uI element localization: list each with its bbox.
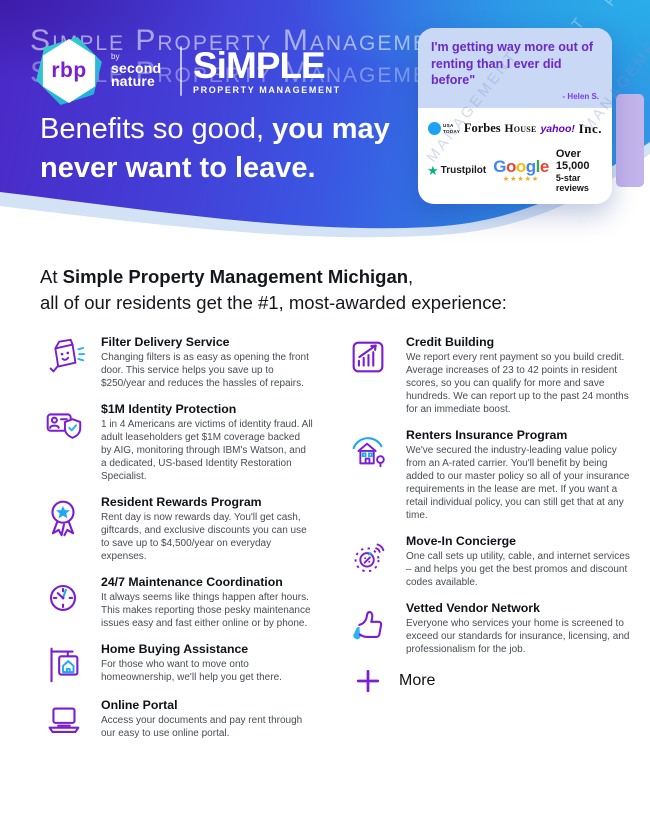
benefit-title: Move-In Concierge — [406, 533, 517, 548]
benefits-column-right: Credit Building We report every rent pay… — [345, 335, 630, 754]
watermark-text: Simple Property Management — [30, 24, 461, 57]
benefit-desc: For those who want to move onto homeowne… — [101, 658, 282, 683]
more-benefits: More — [353, 668, 622, 694]
benefit-desc: Everyone who services your home is scree… — [406, 617, 630, 655]
benefit-desc: We report every rent payment so you buil… — [406, 351, 629, 415]
logo-divider — [180, 46, 182, 96]
benefit-vendor-network: Vetted Vendor Network Everyone who servi… — [345, 601, 629, 656]
headline-bold: you may never want to leave. — [40, 113, 390, 184]
testimonial-card: I'm getting way more out of renting than… — [418, 28, 612, 205]
usa-today-text2: TODAY — [443, 128, 461, 134]
quote-section: I'm getting way more out of renting than… — [418, 28, 612, 108]
benefit-maintenance: 24/7 Maintenance Coordination It always … — [40, 575, 312, 630]
usa-today-logo: USA TODAY — [428, 122, 460, 135]
simple-logo-subtitle: PROPERTY MANAGEMENT — [193, 85, 341, 95]
benefit-title: Filter Delivery Service — [101, 334, 230, 349]
benefit-desc: It always seems like things happen after… — [101, 591, 311, 629]
clock-icon — [40, 575, 86, 630]
trustpilot-star-icon: ★ — [427, 162, 439, 178]
byline-by: by — [111, 52, 120, 62]
intro-prefix: At — [40, 266, 63, 287]
benefit-title: Renters Insurance Program — [406, 427, 568, 442]
trustpilot-logo: ★ Trustpilot — [427, 164, 486, 177]
benefit-rewards: Resident Rewards Program Rent day is now… — [40, 495, 312, 563]
headline-light: Benefits so good, — [40, 113, 273, 145]
hero-headline: Benefits so good, you may never want to … — [40, 110, 392, 187]
simple-pm-logo: SiMPLE PROPERTY MANAGEMENT — [193, 47, 341, 95]
intro-brand: Simple Property Management Michigan — [62, 266, 409, 287]
diagonal-watermark: Property — [601, 0, 650, 10]
press-logos-section: USA TODAY Forbes House yahoo! Inc. ★ Tru… — [418, 108, 612, 205]
benefit-home-buying: Home Buying Assistance For those who wan… — [40, 642, 312, 686]
google-letter: o — [515, 156, 526, 176]
benefit-desc: Rent day is now rewards day. You'll get … — [101, 511, 307, 562]
google-stars-icon: ★★★★★ — [502, 175, 540, 183]
benefit-title: Credit Building — [406, 334, 495, 349]
lavender-accent-band — [616, 94, 644, 187]
award-ribbon-icon — [40, 495, 86, 563]
header-banner: Simple Property Management Simple Proper… — [0, 0, 650, 250]
concierge-dial-icon — [345, 534, 391, 589]
laptop-icon — [40, 698, 86, 742]
google-letter: o — [505, 156, 516, 176]
benefit-desc: Changing filters is as easy as opening t… — [101, 351, 309, 389]
benefit-title: Home Buying Assistance — [101, 641, 249, 656]
benefits-column-left: Filter Delivery Service Changing filters… — [40, 335, 313, 754]
google-letter: l — [535, 156, 541, 176]
rbp-logo-text: rbp — [51, 59, 87, 82]
rbp-logo: rbp — [36, 36, 102, 106]
id-card-shield-icon — [40, 402, 86, 483]
benefit-credit-building: Credit Building We report every rent pay… — [345, 335, 629, 416]
more-label: More — [399, 671, 436, 689]
review-count: Over 15,000 5-star reviews — [556, 148, 603, 194]
plus-icon — [353, 668, 383, 694]
bar-chart-icon — [345, 335, 391, 416]
benefit-title: Online Portal — [101, 697, 178, 712]
thumbs-up-icon — [345, 601, 391, 656]
google-letter: e — [539, 156, 549, 176]
section-title: At Simple Property Management Michigan, … — [40, 264, 620, 317]
yahoo-logo: yahoo! — [540, 122, 575, 135]
simple-logo-name: SiMPLE — [193, 45, 326, 86]
benefit-desc: We've secured the industry-leading value… — [406, 444, 630, 521]
intro-line2: all of our residents get the #1, most-aw… — [40, 292, 507, 314]
forbes-logo: Forbes — [463, 121, 501, 135]
review-count-line1: Over 15,000 — [555, 147, 590, 173]
benefit-title: Resident Rewards Program — [101, 494, 262, 509]
intro-suffix: , — [408, 266, 414, 287]
benefit-desc: 1 in 4 Americans are victims of identity… — [101, 418, 313, 482]
insured-house-icon — [345, 428, 391, 522]
benefit-title: 24/7 Maintenance Coordination — [101, 574, 283, 589]
filter-delivery-box-icon — [40, 335, 86, 390]
benefit-renters-insurance: Renters Insurance Program We've secured … — [345, 428, 629, 522]
wave-shape — [0, 142, 650, 250]
review-count-line2: 5-star reviews — [555, 172, 589, 194]
second-nature-byline: by second nature — [111, 53, 169, 88]
press-logo-row: USA TODAY Forbes House yahoo! Inc. — [428, 121, 602, 137]
benefit-title: Vetted Vendor Network — [406, 600, 540, 615]
inc-logo: Inc. — [578, 120, 602, 136]
testimonial-quote: I'm getting way more out of renting than… — [431, 40, 594, 87]
trustpilot-name: Trustpilot — [440, 164, 487, 176]
usa-today-circle-icon — [428, 122, 441, 135]
benefit-desc: Access your documents and pay rent throu… — [101, 714, 303, 739]
benefit-filter-delivery: Filter Delivery Service Changing filters… — [40, 335, 312, 390]
google-letter: g — [525, 156, 536, 176]
byline-brand: second nature — [111, 60, 162, 90]
logo-lockup: rbp by second nature SiMPLE PROPERTY MAN… — [36, 36, 341, 106]
usa-today-text1: USA — [443, 123, 454, 129]
benefit-identity-protection: $1M Identity Protection 1 in 4 Americans… — [40, 401, 313, 483]
house-logo: House — [504, 122, 537, 135]
home-sign-icon — [40, 642, 86, 686]
benefit-online-portal: Online Portal Access your documents and … — [40, 698, 312, 742]
benefit-move-in-concierge: Move-In Concierge One call sets up utili… — [345, 534, 630, 589]
reviews-row: ★ Trustpilot Google ★★★★★ Over 15,000 5-… — [427, 148, 603, 194]
testimonial-attribution: - Helen S. — [562, 91, 599, 101]
benefit-desc: One call sets up utility, cable, and int… — [406, 550, 630, 588]
google-letter: G — [493, 156, 506, 176]
benefits-section: At Simple Property Management Michigan, … — [0, 250, 650, 754]
google-logo: Google ★★★★★ — [493, 158, 549, 183]
benefit-title: $1M Identity Protection — [101, 401, 237, 416]
